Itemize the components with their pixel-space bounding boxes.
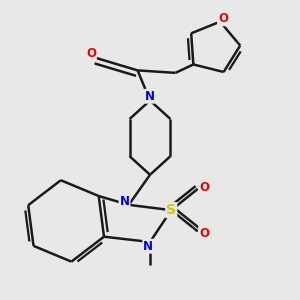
Text: O: O bbox=[199, 181, 209, 194]
Text: O: O bbox=[218, 12, 228, 25]
Text: O: O bbox=[199, 227, 209, 240]
Text: N: N bbox=[145, 90, 155, 103]
Text: N: N bbox=[119, 195, 130, 208]
Text: O: O bbox=[86, 47, 96, 60]
Text: N: N bbox=[143, 240, 153, 253]
Text: S: S bbox=[166, 203, 176, 217]
